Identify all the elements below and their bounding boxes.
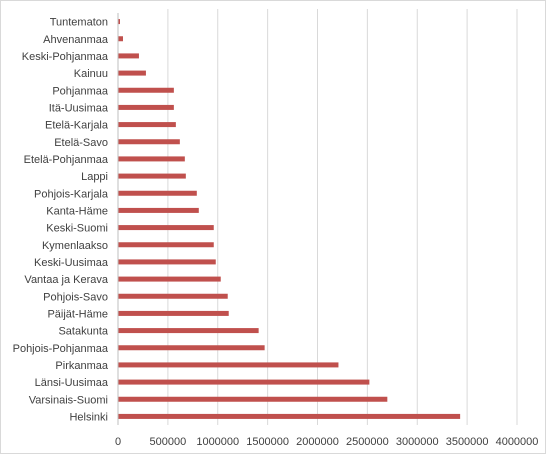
bar [118, 87, 174, 93]
category-label: Pohjanmaa [52, 85, 109, 97]
x-axis-tick-labels: 0 500000 1000000 1500000 2000000 2500000 30000… [115, 436, 538, 448]
bar [118, 207, 199, 213]
category-label: Itä-Uusimaa [49, 102, 109, 114]
category-label: Keski-Suomi [46, 223, 108, 235]
category-label: Etelä-Pohjanmaa [24, 154, 109, 166]
bar [118, 396, 388, 402]
category-label: Tuntematon [50, 17, 108, 29]
x-tick-label: 0 [115, 436, 121, 448]
bar [118, 276, 221, 282]
category-label: Pohjois-Pohjanmaa [13, 343, 109, 355]
x-tick-label: 3000000 [396, 436, 439, 448]
y-axis-category-labels: Tuntematon Ahvenanmaa Keski-Pohjanmaa Kainu… [13, 17, 109, 424]
x-tick-label: 4000000 [496, 436, 539, 448]
bar [118, 362, 339, 368]
category-label: Helsinki [69, 411, 108, 423]
x-tick-label: 3500000 [446, 436, 489, 448]
bar [118, 53, 139, 59]
bar [118, 104, 174, 110]
category-label: Kymenlaakso [42, 240, 108, 252]
bar [118, 259, 216, 265]
category-label: Pohjois-Karjala [34, 188, 109, 200]
bar [118, 139, 180, 145]
category-label: Kainuu [74, 68, 108, 80]
bar [118, 190, 197, 196]
bar [118, 345, 265, 351]
bar [118, 328, 259, 334]
category-label: Kanta-Häme [46, 205, 108, 217]
category-label: Etelä-Savo [54, 137, 108, 149]
category-label: Päijät-Häme [47, 308, 108, 320]
category-label: Pirkanmaa [55, 360, 108, 372]
bar [118, 173, 186, 179]
x-tick-label: 1500000 [246, 436, 289, 448]
bar [118, 379, 370, 385]
category-label: Lappi [81, 171, 108, 183]
bar [118, 310, 229, 316]
bar [118, 225, 214, 231]
bar [118, 122, 176, 128]
bar [118, 70, 146, 76]
category-label: Satakunta [58, 326, 108, 338]
category-label: Vantaa ja Kerava [24, 274, 108, 286]
x-tick-label: 2000000 [296, 436, 339, 448]
x-tick-label: 1000000 [196, 436, 239, 448]
x-tick-label: 2500000 [346, 436, 389, 448]
bar [118, 242, 214, 248]
bar [118, 36, 123, 42]
bar-series [118, 19, 461, 419]
category-label: Pohjois-Savo [43, 291, 108, 303]
category-label: Ahvenanmaa [43, 34, 109, 46]
x-tick-label: 500000 [150, 436, 187, 448]
category-label: Varsinais-Suomi [29, 394, 108, 406]
category-label: Keski-Pohjanmaa [22, 51, 109, 63]
bar [118, 19, 120, 25]
category-label: Länsi-Uusimaa [35, 377, 109, 389]
bar [118, 293, 228, 299]
bar [118, 413, 461, 419]
category-label: Etelä-Karjala [45, 120, 109, 132]
bar [118, 156, 185, 162]
gridlines [167, 9, 518, 425]
category-label: Keski-Uusimaa [34, 257, 109, 269]
